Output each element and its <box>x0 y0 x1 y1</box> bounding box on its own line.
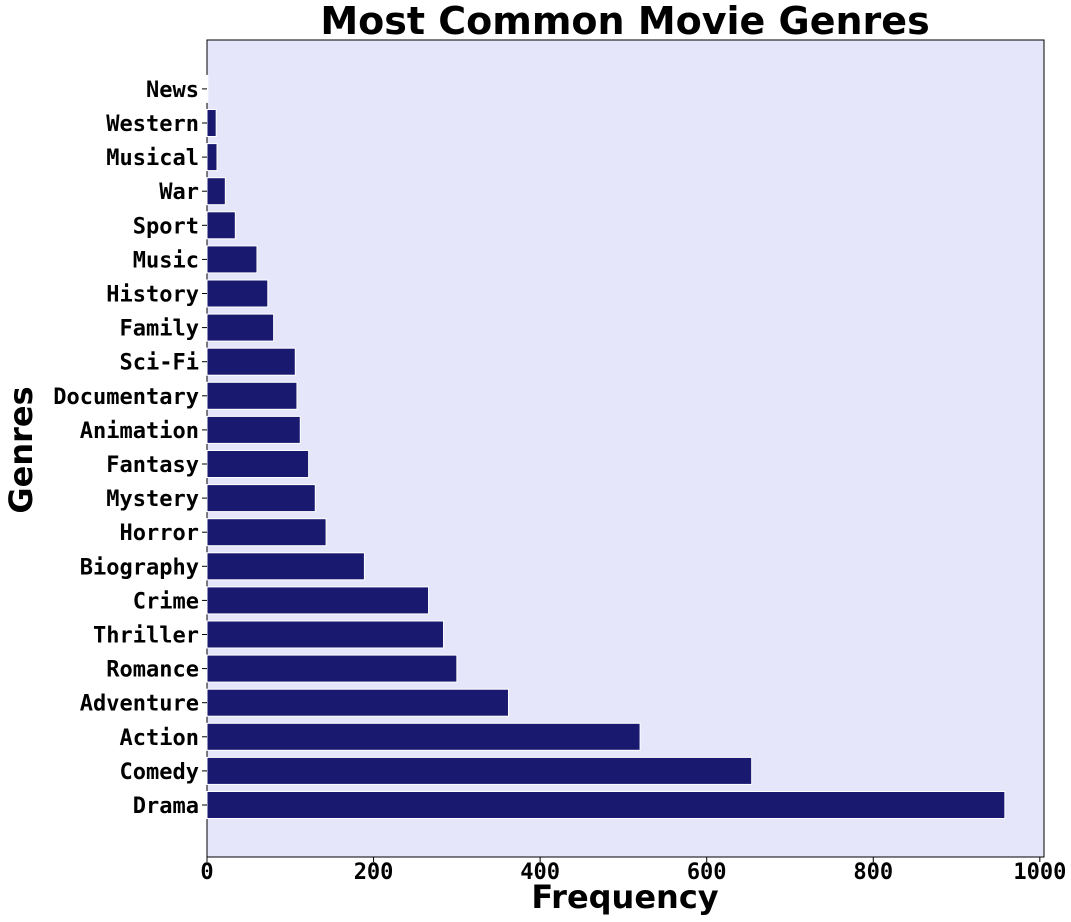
y-tick-label: Sport <box>133 214 199 239</box>
y-tick-label: Fantasy <box>106 453 199 478</box>
bar-history <box>206 279 269 308</box>
bar-family <box>206 313 275 342</box>
bar-drama <box>206 791 1006 819</box>
y-tick-label: Musical <box>106 146 199 171</box>
x-tick-label: 600 <box>687 860 727 885</box>
y-tick-label: Comedy <box>120 760 199 785</box>
bars-group <box>206 74 1006 819</box>
bar-musical <box>206 143 218 172</box>
y-tick-label: Horror <box>120 521 199 546</box>
bar-comedy <box>206 756 753 785</box>
bar-romance <box>206 654 458 683</box>
y-tick-labels: Drama Comedy Action Adventure Romance Thrille… <box>53 78 207 819</box>
y-axis-label: Genres <box>2 386 40 513</box>
y-tick-label: Romance <box>106 658 199 683</box>
x-tick-label: 1000 <box>1013 860 1066 885</box>
y-tick-label: Documentary <box>53 385 199 410</box>
bar-war <box>206 177 226 206</box>
x-tick-label: 200 <box>354 860 394 885</box>
y-tick-label: War <box>159 180 199 205</box>
x-axis-label: Frequency <box>531 878 718 916</box>
x-tick-labels: 0 200 400 600 800 1000 <box>200 857 1066 885</box>
x-tick-label: 400 <box>520 860 560 885</box>
bar-music <box>206 245 258 274</box>
chart-title: Most Common Movie Genres <box>320 0 929 43</box>
y-tick-label: Western <box>106 112 199 137</box>
bar-sci-fi <box>206 347 296 376</box>
y-tick-label: Action <box>120 726 199 751</box>
bar-horror <box>206 518 327 547</box>
y-tick-label: Sci-Fi <box>120 351 199 376</box>
y-tick-label: Mystery <box>106 487 199 512</box>
y-tick-label: Music <box>133 248 199 273</box>
y-tick-label: Adventure <box>80 692 199 717</box>
bar-sport <box>206 211 236 240</box>
y-tick-label: History <box>106 283 199 308</box>
bar-biography <box>206 552 365 581</box>
plot-area <box>206 39 1045 858</box>
bar-western <box>206 109 217 137</box>
y-tick-label: Drama <box>133 794 199 819</box>
x-tick-label: 800 <box>853 860 893 885</box>
bar-thriller <box>206 620 445 649</box>
y-tick-label: Biography <box>80 555 199 580</box>
bar-action <box>206 722 641 751</box>
bar-adventure <box>206 688 509 717</box>
bar-news <box>206 74 209 103</box>
y-tick-label: Crime <box>133 589 199 614</box>
x-tick-label: 0 <box>200 860 213 885</box>
bar-crime <box>206 586 430 615</box>
bar-animation <box>206 415 301 444</box>
y-tick-label: Family <box>120 317 199 342</box>
y-tick-label: Thriller <box>93 624 199 649</box>
y-tick-label: Animation <box>80 419 199 444</box>
bar-fantasy <box>206 450 310 478</box>
y-tick-label: News <box>146 78 199 103</box>
bar-mystery <box>206 484 316 513</box>
bar-documentary <box>206 381 298 410</box>
